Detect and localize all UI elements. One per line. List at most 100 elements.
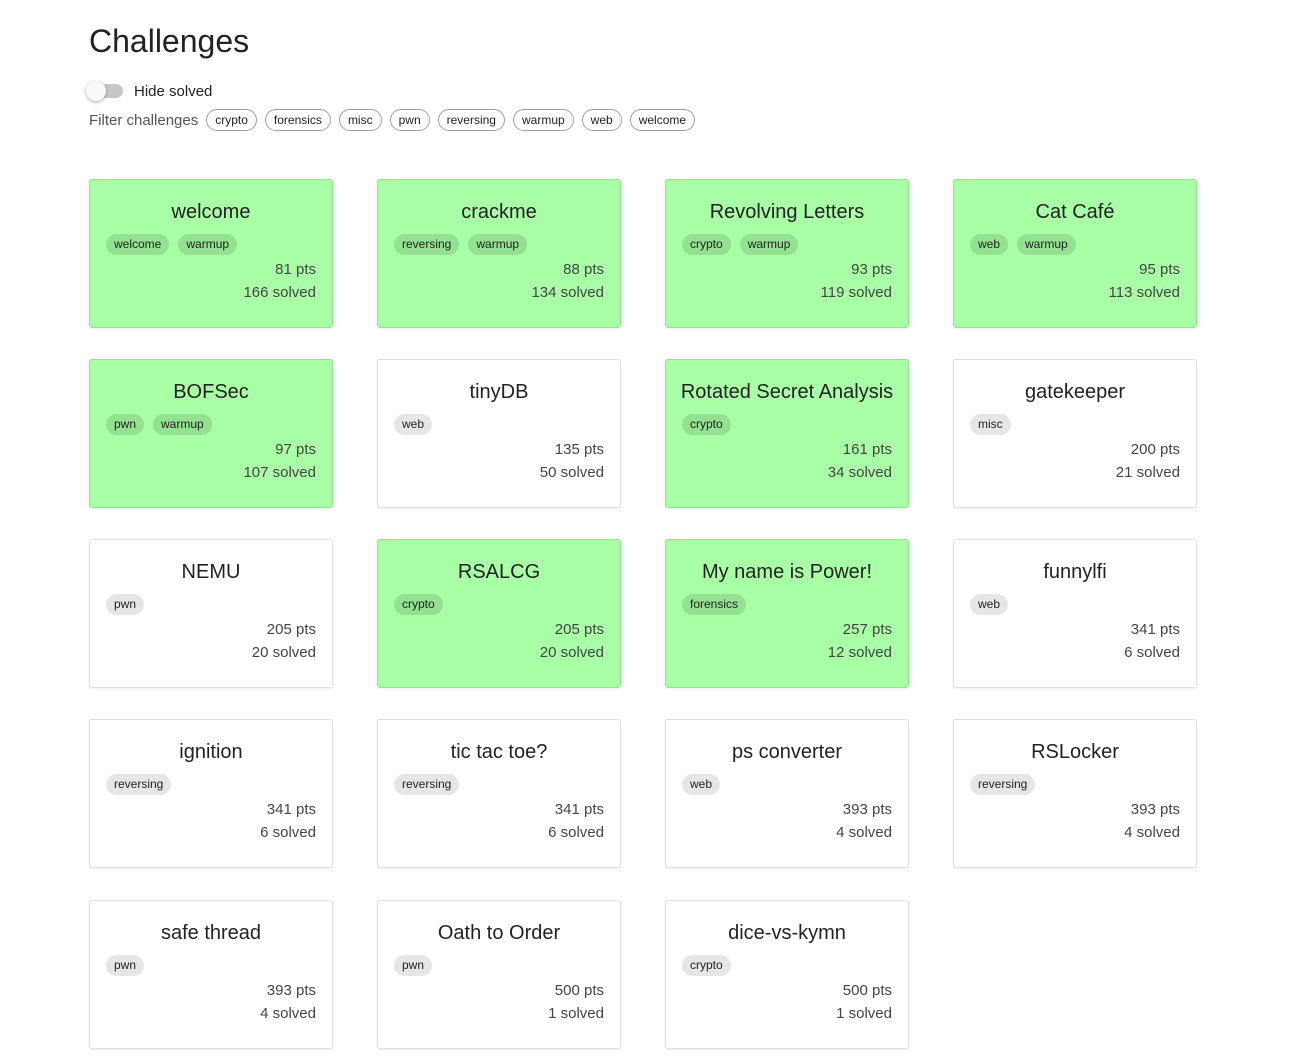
challenge-card[interactable]: NEMU pwn 205 pts 20 solved	[89, 539, 333, 688]
challenge-tags: pwn	[90, 955, 332, 977]
challenge-tags: crypto	[666, 414, 908, 436]
challenge-title: NEMU	[181, 561, 241, 583]
challenge-solves: 6 solved	[1124, 644, 1180, 661]
challenge-points: 341 pts	[554, 801, 604, 818]
challenge-card[interactable]: Cat Café web warmup 95 pts 113 solved	[953, 179, 1197, 328]
challenge-title: Rotated Secret Analysis	[680, 381, 894, 403]
challenge-tag: welcome	[106, 234, 170, 255]
challenge-solves: 34 solved	[827, 464, 892, 481]
challenge-tag: pwn	[394, 955, 433, 976]
challenge-tags: web	[378, 414, 620, 436]
challenge-tags: crypto	[378, 594, 620, 616]
challenge-points: 205 pts	[554, 621, 604, 638]
challenge-points: 135 pts	[554, 441, 604, 458]
challenge-tag: pwn	[106, 414, 145, 435]
challenge-solves: 107 solved	[243, 464, 316, 481]
filter-chip-crypto[interactable]: crypto	[206, 109, 257, 131]
challenge-points: 161 pts	[842, 441, 892, 458]
hide-solved-label[interactable]: Hide solved	[134, 82, 213, 100]
challenge-points: 341 pts	[266, 801, 316, 818]
filter-chip-misc[interactable]: misc	[338, 109, 382, 131]
challenge-title: RSLocker	[1031, 741, 1119, 763]
challenge-tag: reversing	[970, 774, 1036, 795]
challenge-points: 88 pts	[563, 261, 604, 278]
challenge-title: ignition	[179, 741, 243, 763]
challenge-tag: pwn	[106, 955, 145, 976]
challenge-solves: 1 solved	[548, 1005, 604, 1022]
challenge-card[interactable]: BOFSec pwn warmup 97 pts 107 solved	[89, 359, 333, 508]
challenge-title: Revolving Letters	[709, 201, 865, 223]
challenge-title: welcome	[171, 201, 251, 223]
challenge-points: 95 pts	[1139, 261, 1180, 278]
filter-chip-pwn[interactable]: pwn	[389, 109, 430, 131]
challenge-tag: crypto	[682, 414, 731, 435]
challenge-solves: 119 solved	[820, 284, 892, 301]
challenge-tag: crypto	[682, 955, 731, 976]
filter-chip-forensics[interactable]: forensics	[264, 109, 331, 131]
challenge-points: 500 pts	[554, 982, 604, 999]
filter-chip-welcome[interactable]: welcome	[629, 109, 696, 131]
challenge-tag: crypto	[394, 594, 443, 615]
challenge-tag: warmup	[739, 234, 799, 255]
filter-row: Filter challenges crypto forensics misc pwn…	[89, 107, 1299, 133]
filter-chip-reversing[interactable]: reversing	[437, 109, 505, 131]
challenge-solves: 50 solved	[539, 464, 604, 481]
challenge-card[interactable]: RSLocker reversing 393 pts 4 solved	[953, 719, 1197, 868]
page-title: Challenges	[89, 23, 250, 59]
challenge-solves: 20 solved	[251, 644, 316, 661]
challenge-tags: pwn	[90, 594, 332, 616]
challenge-solves: 6 solved	[260, 824, 316, 841]
challenge-card[interactable]: dice-vs-kymn crypto 500 pts 1 solved	[665, 900, 909, 1049]
challenge-card[interactable]: Rotated Secret Analysis crypto 161 pts 34 s…	[665, 359, 909, 508]
filter-chip-web[interactable]: web	[581, 109, 622, 131]
challenge-title: RSALCG	[457, 561, 541, 583]
hide-solved-toggle[interactable]	[86, 81, 123, 101]
challenge-tags: crypto	[666, 955, 908, 977]
challenge-title: Oath to Order	[437, 922, 561, 944]
challenge-solves: 166 solved	[243, 284, 316, 301]
challenge-tag: warmup	[468, 234, 528, 255]
challenge-tag: reversing	[106, 774, 172, 795]
challenge-solves: 134 solved	[531, 284, 604, 301]
challenge-card[interactable]: crackme reversing warmup 88 pts 134 solved	[377, 179, 621, 328]
challenge-card[interactable]: gatekeeper misc 200 pts 21 solved	[953, 359, 1197, 508]
toggle-knob[interactable]	[86, 81, 106, 101]
challenge-card[interactable]: ps converter web 393 pts 4 solved	[665, 719, 909, 868]
challenge-title: ps converter	[731, 741, 843, 763]
challenge-card[interactable]: welcome welcome warmup 81 pts 166 solved	[89, 179, 333, 328]
challenge-solves: 4 solved	[260, 1005, 316, 1022]
challenge-tags: web	[954, 594, 1196, 616]
hide-solved-row: Hide solved	[86, 80, 1299, 102]
challenge-card[interactable]: Oath to Order pwn 500 pts 1 solved	[377, 900, 621, 1049]
challenge-solves: 12 solved	[827, 644, 892, 661]
challenge-points: 341 pts	[1130, 621, 1180, 638]
challenge-tag: warmup	[178, 234, 238, 255]
challenge-card[interactable]: safe thread pwn 393 pts 4 solved	[89, 900, 333, 1049]
challenge-points: 93 pts	[851, 261, 892, 278]
challenge-points: 97 pts	[275, 441, 316, 458]
challenge-card[interactable]: tic tac toe? reversing 341 pts 6 solved	[377, 719, 621, 868]
challenge-points: 205 pts	[266, 621, 316, 638]
challenge-tag: warmup	[153, 414, 212, 435]
challenges-page: Challenges Hide solved Filter challenges…	[0, 0, 1299, 133]
challenge-title: Cat Café	[1035, 201, 1115, 223]
challenge-card[interactable]: ignition reversing 341 pts 6 solved	[89, 719, 333, 868]
challenge-tag: web	[682, 774, 721, 795]
challenge-tag: reversing	[394, 234, 460, 255]
challenge-card[interactable]: Revolving Letters crypto warmup 93 pts 119 s…	[665, 179, 909, 328]
challenge-card[interactable]: funnylfi web 341 pts 6 solved	[953, 539, 1197, 688]
filter-label: Filter challenges	[89, 111, 199, 129]
challenge-points: 200 pts	[1130, 441, 1180, 458]
challenge-card[interactable]: My name is Power! forensics 257 pts 12 solv…	[665, 539, 909, 688]
challenge-card[interactable]: tinyDB web 135 pts 50 solved	[377, 359, 621, 508]
challenge-title: BOFSec	[173, 381, 249, 403]
challenge-title: gatekeeper	[1024, 381, 1126, 403]
challenge-tags: reversing warmup	[378, 234, 620, 256]
challenge-tag: web	[970, 234, 1009, 255]
challenge-card[interactable]: RSALCG crypto 205 pts 20 solved	[377, 539, 621, 688]
challenge-solves: 21 solved	[1115, 464, 1180, 481]
challenge-points: 257 pts	[842, 621, 892, 638]
filter-chip-warmup[interactable]: warmup	[512, 109, 574, 131]
challenge-tags: misc	[954, 414, 1196, 436]
challenge-points: 393 pts	[266, 982, 316, 999]
